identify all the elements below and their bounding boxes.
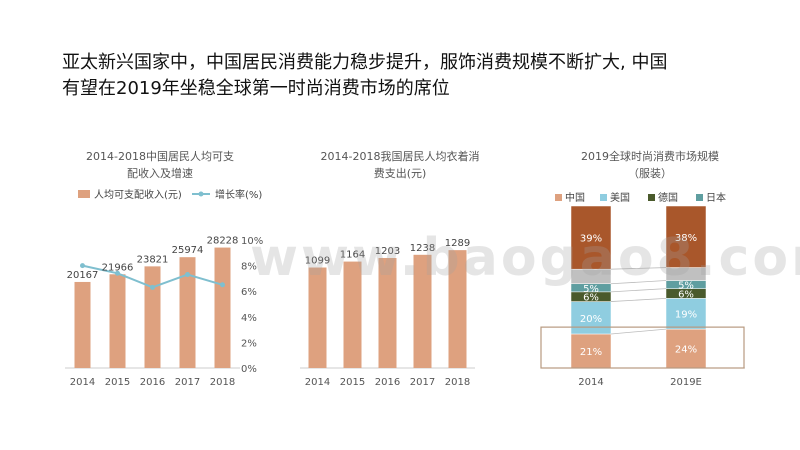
income-bar — [214, 247, 231, 368]
income-data-label: 28228 — [207, 236, 239, 247]
income-data-label: 23821 — [137, 254, 169, 265]
legend-swatch-market — [600, 194, 607, 201]
income-chart-title-line-2: 配收入及增速 — [127, 167, 193, 180]
legend-swatch-income — [78, 190, 90, 198]
income-x-tick: 2018 — [210, 377, 235, 388]
growth-point — [80, 263, 85, 269]
clothing-bar — [308, 267, 327, 368]
growth-y2-tick: 8% — [241, 262, 257, 273]
clothing-chart-title-line-2: 费支出(元) — [373, 167, 427, 180]
market-data-label: 19% — [675, 310, 697, 321]
clothing-bar — [448, 250, 467, 368]
market-data-label: 24% — [675, 345, 697, 356]
income-bar — [144, 266, 161, 368]
market-x-tick: 2019E — [670, 377, 702, 388]
legend-swatch-market — [555, 194, 562, 201]
market-segment — [665, 298, 707, 330]
slide-title: 亚太新兴国家中，中国居民消费能力稳步提升，服饰消费规模不断扩大, 中国 有望在2… — [62, 50, 762, 102]
market-segment — [665, 328, 707, 369]
clothing-data-label: 1289 — [445, 238, 470, 249]
growth-y2-tick: 0% — [241, 364, 257, 375]
clothing-x-tick: 2014 — [305, 377, 330, 388]
legend-label-market: 美国 — [610, 191, 630, 204]
watermark: www.baogao8.com — [250, 228, 800, 288]
clothing-x-tick: 2016 — [375, 377, 400, 388]
legend-swatch-market — [648, 194, 655, 201]
legend-swatch-market — [696, 194, 703, 201]
market-connector-line — [610, 328, 667, 335]
clothing-x-tick: 2018 — [445, 377, 470, 388]
income-chart-title: 2014-2018中国居民人均可支 配收入及增速 — [55, 148, 265, 182]
market-data-label: 20% — [580, 314, 602, 325]
income-x-tick: 2014 — [70, 377, 95, 388]
income-x-tick: 2017 — [175, 377, 200, 388]
growth-y2-tick: 4% — [241, 313, 257, 324]
market-segment — [665, 205, 707, 268]
market-data-label: 5% — [583, 284, 599, 295]
clothing-data-label: 1238 — [410, 243, 435, 254]
market-connector-line — [610, 280, 667, 285]
growth-y2-tick: 2% — [241, 338, 257, 349]
clothing-chart-title-line-1: 2014-2018我国居民人均衣着消 — [320, 150, 480, 163]
market-chart-title: 2019全球时尚消费市场规模 （服装） — [545, 148, 755, 182]
income-data-label: 21966 — [102, 262, 134, 273]
income-bar — [74, 281, 91, 368]
growth-point — [220, 282, 225, 288]
market-data-label: 6% — [678, 289, 694, 300]
income-x-tick: 2015 — [105, 377, 130, 388]
market-segment — [570, 301, 612, 335]
market-x-tick: 2014 — [578, 377, 603, 388]
legend-marker-growth — [198, 191, 204, 197]
legend-label-income: 人均可支配收入(元) — [94, 188, 182, 201]
clothing-data-label: 1164 — [340, 250, 365, 261]
legend-label-market: 德国 — [658, 191, 678, 204]
income-chart-title-line-1: 2014-2018中国居民人均可支 — [86, 150, 234, 163]
clothing-bar — [413, 254, 432, 368]
legend-label-market: 日本 — [706, 191, 726, 204]
clothing-x-tick: 2015 — [340, 377, 365, 388]
market-data-label: 21% — [580, 347, 602, 358]
market-data-label: 38% — [675, 233, 697, 244]
growth-y2-tick: 10% — [241, 236, 263, 247]
market-connector-line — [610, 297, 667, 302]
income-data-label: 25974 — [172, 245, 204, 256]
market-highlight-box — [540, 326, 745, 369]
growth-y2-tick: 6% — [241, 287, 257, 298]
market-chart-title-line-2: （服装） — [628, 167, 672, 180]
growth-point — [150, 284, 155, 290]
market-data-label: 39% — [580, 234, 602, 245]
market-connector-line — [610, 267, 667, 270]
clothing-bar — [378, 258, 397, 368]
clothing-chart-title: 2014-2018我国居民人均衣着消 费支出(元) — [295, 148, 505, 182]
clothing-data-label: 1099 — [305, 256, 330, 267]
market-segment — [570, 205, 612, 270]
legend-label-market: 中国 — [565, 191, 585, 204]
slide-title-line-2: 有望在2019年坐稳全球第一时尚消费市场的席位 — [62, 78, 450, 99]
market-connector-line — [610, 288, 667, 293]
market-chart-title-line-1: 2019全球时尚消费市场规模 — [581, 150, 719, 163]
clothing-data-label: 1203 — [375, 246, 400, 257]
income-x-tick: 2016 — [140, 377, 165, 388]
income-bar — [109, 274, 126, 368]
growth-point — [115, 270, 120, 276]
income-data-label: 20167 — [67, 270, 99, 281]
legend-label-growth: 增长率(%) — [215, 188, 262, 201]
market-data-label: 6% — [583, 293, 599, 304]
income-bar — [179, 257, 196, 368]
growth-point — [185, 272, 190, 278]
slide-title-line-1: 亚太新兴国家中，中国居民消费能力稳步提升，服饰消费规模不断扩大, 中国 — [62, 52, 668, 73]
market-data-label: 5% — [678, 281, 694, 292]
clothing-x-tick: 2017 — [410, 377, 435, 388]
clothing-bar — [343, 261, 362, 368]
